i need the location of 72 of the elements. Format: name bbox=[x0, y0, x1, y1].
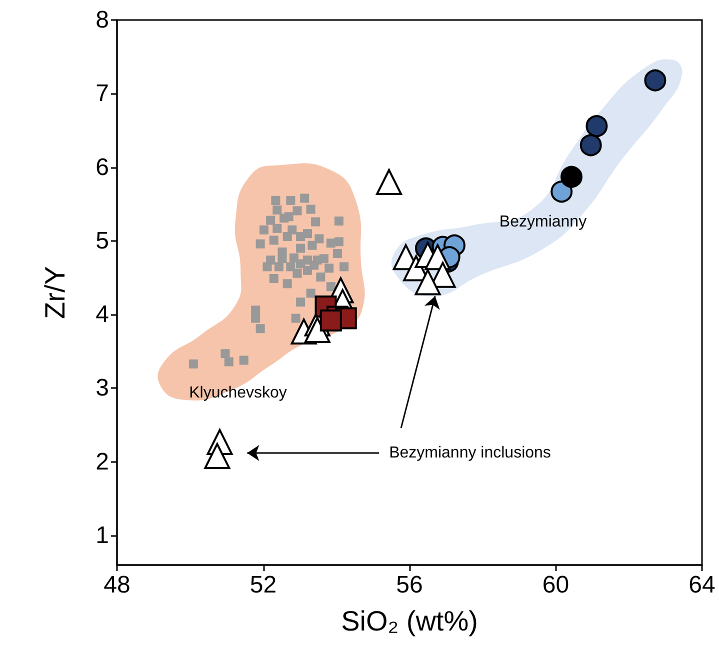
point bbox=[272, 224, 282, 233]
point bbox=[188, 359, 198, 368]
point bbox=[312, 256, 322, 265]
point bbox=[239, 356, 248, 365]
x-axis-title: SiO₂ (wt%) bbox=[341, 606, 478, 636]
y-tick-label: 7 bbox=[96, 80, 109, 108]
y-tick-label: 2 bbox=[96, 448, 109, 476]
annotation: Bezymianny bbox=[499, 214, 587, 230]
x-tick-label: 56 bbox=[396, 572, 423, 598]
point bbox=[296, 259, 306, 268]
point bbox=[586, 115, 608, 138]
point bbox=[296, 244, 306, 253]
point bbox=[324, 264, 334, 273]
point bbox=[272, 206, 282, 215]
point bbox=[560, 166, 582, 188]
point bbox=[220, 349, 230, 358]
point bbox=[282, 232, 292, 242]
y-tick-label: 1 bbox=[96, 522, 109, 550]
point bbox=[256, 239, 265, 248]
x-tick-label: 64 bbox=[688, 572, 716, 598]
point bbox=[292, 268, 302, 278]
point bbox=[306, 204, 316, 214]
point bbox=[316, 272, 326, 282]
point bbox=[296, 232, 306, 242]
y-tick-label: 3 bbox=[96, 374, 109, 402]
point bbox=[644, 69, 666, 92]
point bbox=[278, 254, 287, 264]
x-tick-label: 48 bbox=[104, 572, 130, 598]
y-axis-title: Zr/Y bbox=[40, 266, 70, 319]
y-tick-label: 8 bbox=[96, 6, 109, 34]
point bbox=[282, 279, 292, 288]
point bbox=[326, 238, 336, 248]
y-tick-label: 4 bbox=[96, 301, 109, 328]
point bbox=[311, 217, 320, 226]
point bbox=[271, 196, 280, 205]
point bbox=[256, 324, 265, 334]
point bbox=[580, 134, 602, 156]
point bbox=[334, 237, 344, 246]
x-tick-label: 52 bbox=[250, 572, 277, 598]
x-tick-label: 60 bbox=[542, 572, 570, 598]
point bbox=[320, 309, 342, 332]
point bbox=[291, 314, 300, 323]
point bbox=[314, 234, 324, 244]
point bbox=[251, 314, 260, 323]
point bbox=[286, 196, 296, 205]
annotation: Bezymianny inclusions bbox=[389, 444, 551, 462]
point bbox=[296, 298, 306, 307]
point bbox=[269, 274, 278, 284]
point bbox=[259, 225, 268, 234]
point bbox=[326, 282, 336, 292]
point bbox=[308, 240, 317, 250]
point bbox=[334, 216, 344, 226]
point bbox=[414, 269, 441, 296]
point bbox=[286, 262, 296, 272]
y-tick-label: 6 bbox=[96, 154, 109, 181]
point bbox=[274, 262, 284, 272]
point bbox=[332, 248, 342, 258]
y-tick-label: 5 bbox=[96, 227, 109, 254]
point bbox=[306, 288, 316, 298]
point bbox=[224, 357, 234, 366]
point bbox=[300, 194, 310, 203]
point bbox=[251, 306, 260, 315]
point bbox=[262, 262, 272, 272]
point bbox=[302, 266, 312, 275]
point bbox=[340, 262, 349, 272]
point bbox=[269, 236, 278, 245]
point bbox=[266, 216, 276, 225]
point bbox=[304, 317, 330, 344]
point bbox=[284, 212, 294, 222]
annotation: Klyuchevskoy bbox=[189, 384, 287, 402]
point bbox=[292, 206, 302, 216]
point bbox=[550, 180, 573, 203]
